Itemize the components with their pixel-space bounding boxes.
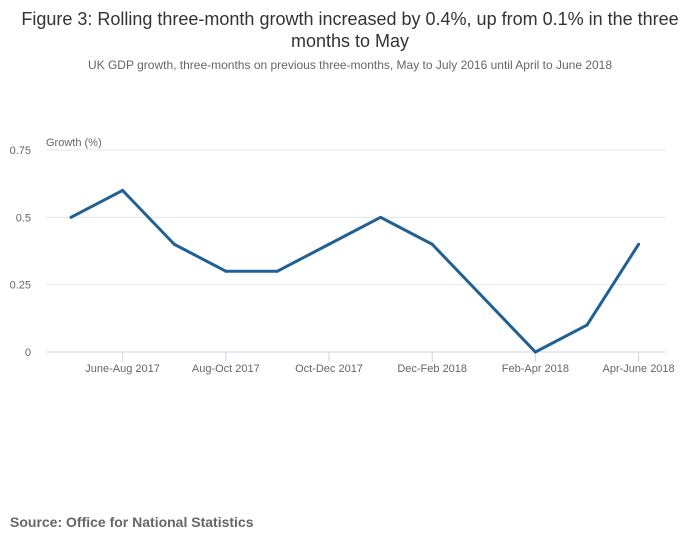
data-point (533, 350, 537, 354)
data-point (172, 242, 176, 246)
data-point (224, 269, 228, 273)
x-tick-label: June-Aug 2017 (85, 363, 160, 375)
data-point (275, 269, 279, 273)
data-point (585, 323, 589, 327)
data-point (637, 242, 641, 246)
x-tick-label: Apr-June 2018 (603, 363, 675, 375)
y-tick-label: 0.25 (10, 280, 31, 292)
series-line-growth (70, 188, 640, 354)
x-tick-label: Dec-Feb 2018 (397, 363, 467, 375)
x-tick-label: Aug-Oct 2017 (192, 363, 260, 375)
source-note: Source: Office for National Statistics (10, 514, 254, 530)
data-point (379, 215, 383, 219)
y-tick-label: 0 (25, 347, 31, 359)
data-point (430, 242, 434, 246)
data-point (69, 215, 73, 219)
data-point (327, 242, 331, 246)
chart-title: Figure 3: Rolling three-month growth inc… (21, 9, 679, 51)
x-tick-label: Oct-Dec 2017 (295, 363, 363, 375)
y-axis-label: Growth (%) (46, 137, 102, 149)
data-point (482, 296, 486, 300)
data-point (121, 188, 125, 192)
y-tick-label: 0.75 (10, 145, 31, 157)
chart-subtitle: UK GDP growth, three-months on previous … (87, 58, 613, 72)
y-tick-label: 0.5 (16, 212, 31, 224)
x-tick-label: Feb-Apr 2018 (502, 363, 569, 375)
